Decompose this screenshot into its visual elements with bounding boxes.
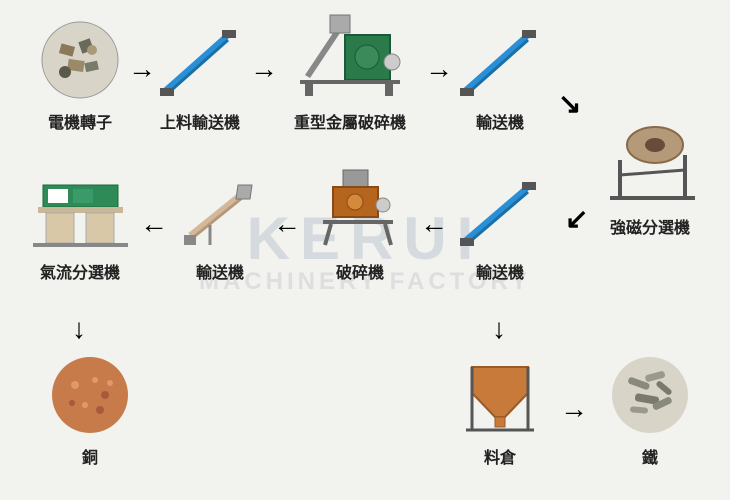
node-copper: 銅 (45, 355, 135, 468)
node-iron: 鐵 (605, 355, 695, 468)
arrow: → (425, 55, 453, 83)
label-iron: 鐵 (605, 444, 695, 468)
magnetic-separator-icon (600, 120, 700, 205)
hopper-icon (460, 355, 540, 435)
conveyor-small-icon (180, 175, 260, 250)
conveyor-blue-icon (458, 175, 543, 250)
arrow: ↓ (72, 315, 86, 343)
node-motor-rotor: 電機轉子 (35, 20, 125, 133)
node-crusher: 破碎機 (310, 165, 410, 283)
node-feed-conveyor: 上料輸送機 (155, 20, 245, 133)
arrow: ← (140, 210, 168, 238)
copper-granules-icon (50, 355, 130, 435)
air-separator-icon (28, 175, 133, 250)
heavy-shredder-icon (290, 10, 410, 100)
arrow: ← (273, 210, 301, 238)
label-hopper: 料倉 (455, 444, 545, 468)
conveyor-blue-icon (158, 20, 243, 100)
arrow: ↓ (492, 315, 506, 343)
node-heavy-shredder: 重型金屬破碎機 (285, 10, 415, 133)
arrow: ↘ (558, 90, 581, 118)
node-conveyor-3: 輸送機 (175, 175, 265, 283)
label-conveyor-1: 輸送機 (455, 109, 545, 133)
node-air-separator: 氣流分選機 (25, 175, 135, 283)
label-heavy-shredder: 重型金屬破碎機 (285, 109, 415, 133)
label-air-separator: 氣流分選機 (25, 259, 135, 283)
label-feed-conveyor: 上料輸送機 (155, 109, 245, 133)
node-hopper: 料倉 (455, 355, 545, 468)
node-magnetic-sep: 強磁分選機 (595, 120, 705, 238)
arrow: → (560, 395, 588, 423)
label-conveyor-3: 輸送機 (175, 259, 265, 283)
iron-pieces-icon (610, 355, 690, 435)
crusher-icon (313, 165, 408, 250)
arrow: → (128, 55, 156, 83)
label-magnetic-sep: 強磁分選機 (595, 214, 705, 238)
conveyor-blue-icon (458, 20, 543, 100)
label-motor-rotor: 電機轉子 (35, 109, 125, 133)
label-conveyor-2: 輸送機 (455, 259, 545, 283)
label-copper: 銅 (45, 444, 135, 468)
scrap-pile-icon (40, 20, 120, 100)
label-crusher: 破碎機 (310, 259, 410, 283)
arrow: ← (420, 210, 448, 238)
node-conveyor-2: 輸送機 (455, 175, 545, 283)
arrow: ↙ (565, 205, 588, 233)
arrow: → (250, 55, 278, 83)
node-conveyor-1: 輸送機 (455, 20, 545, 133)
